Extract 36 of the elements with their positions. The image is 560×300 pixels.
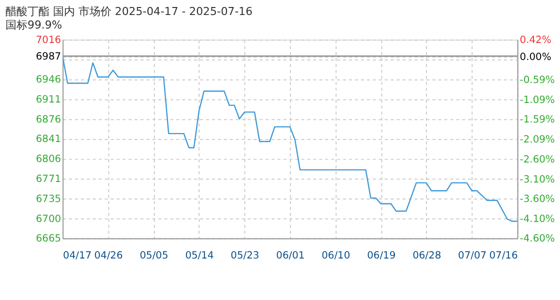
y-tick-label: 6876 <box>36 114 62 126</box>
x-tick-label: 05/23 <box>230 250 260 262</box>
y2-tick-label: -3.10% <box>520 174 555 186</box>
y2-tick-label: 0.42% <box>520 35 552 46</box>
chart-title: 醋酸丁酯 国内 市场价 2025-04-17 - 2025-07-16 <box>6 4 253 18</box>
x-tick-label: 06/19 <box>367 250 396 262</box>
y2-tick-label: -1.09% <box>520 94 555 106</box>
x-tick-label: 07/16 <box>489 250 518 262</box>
y-tick-label: 6735 <box>36 194 62 206</box>
y-tick-label: 6665 <box>36 234 62 245</box>
y-tick-label: 7016 <box>36 35 62 46</box>
y2-tick-label: -4.60% <box>520 234 555 245</box>
x-tick-label: 06/28 <box>412 250 442 262</box>
y2-tick-label: -1.59% <box>520 114 555 126</box>
y-tick-label: 6987 <box>36 52 62 63</box>
y2-tick-label: -0.59% <box>520 75 555 86</box>
y-tick-label: 6841 <box>36 134 62 146</box>
y2-tick-label: -2.60% <box>520 154 555 166</box>
x-tick-label: 04/26 <box>94 250 123 262</box>
x-tick-label: 05/05 <box>140 250 168 262</box>
y2-tick-label: -2.09% <box>520 134 555 146</box>
y-tick-label: 6771 <box>36 174 62 185</box>
y-tick-label: 6911 <box>36 94 62 106</box>
y2-tick-label: -3.60% <box>520 194 555 206</box>
x-tick-label: 05/14 <box>185 250 214 262</box>
x-tick-label: 07/07 <box>458 250 487 262</box>
x-tick-label: 06/01 <box>276 250 305 262</box>
y-tick-label: 6806 <box>36 154 62 165</box>
y2-tick-label: 0.00% <box>520 52 552 63</box>
x-tick-label: 04/17 <box>63 250 92 262</box>
y-tick-label: 6946 <box>36 74 62 86</box>
line-series <box>62 55 518 222</box>
y-tick-label: 6700 <box>36 214 62 225</box>
y2-tick-label: -4.10% <box>520 214 555 225</box>
x-tick-label: 06/10 <box>322 250 350 262</box>
chart-subtitle: 国标99.9% <box>6 18 62 32</box>
